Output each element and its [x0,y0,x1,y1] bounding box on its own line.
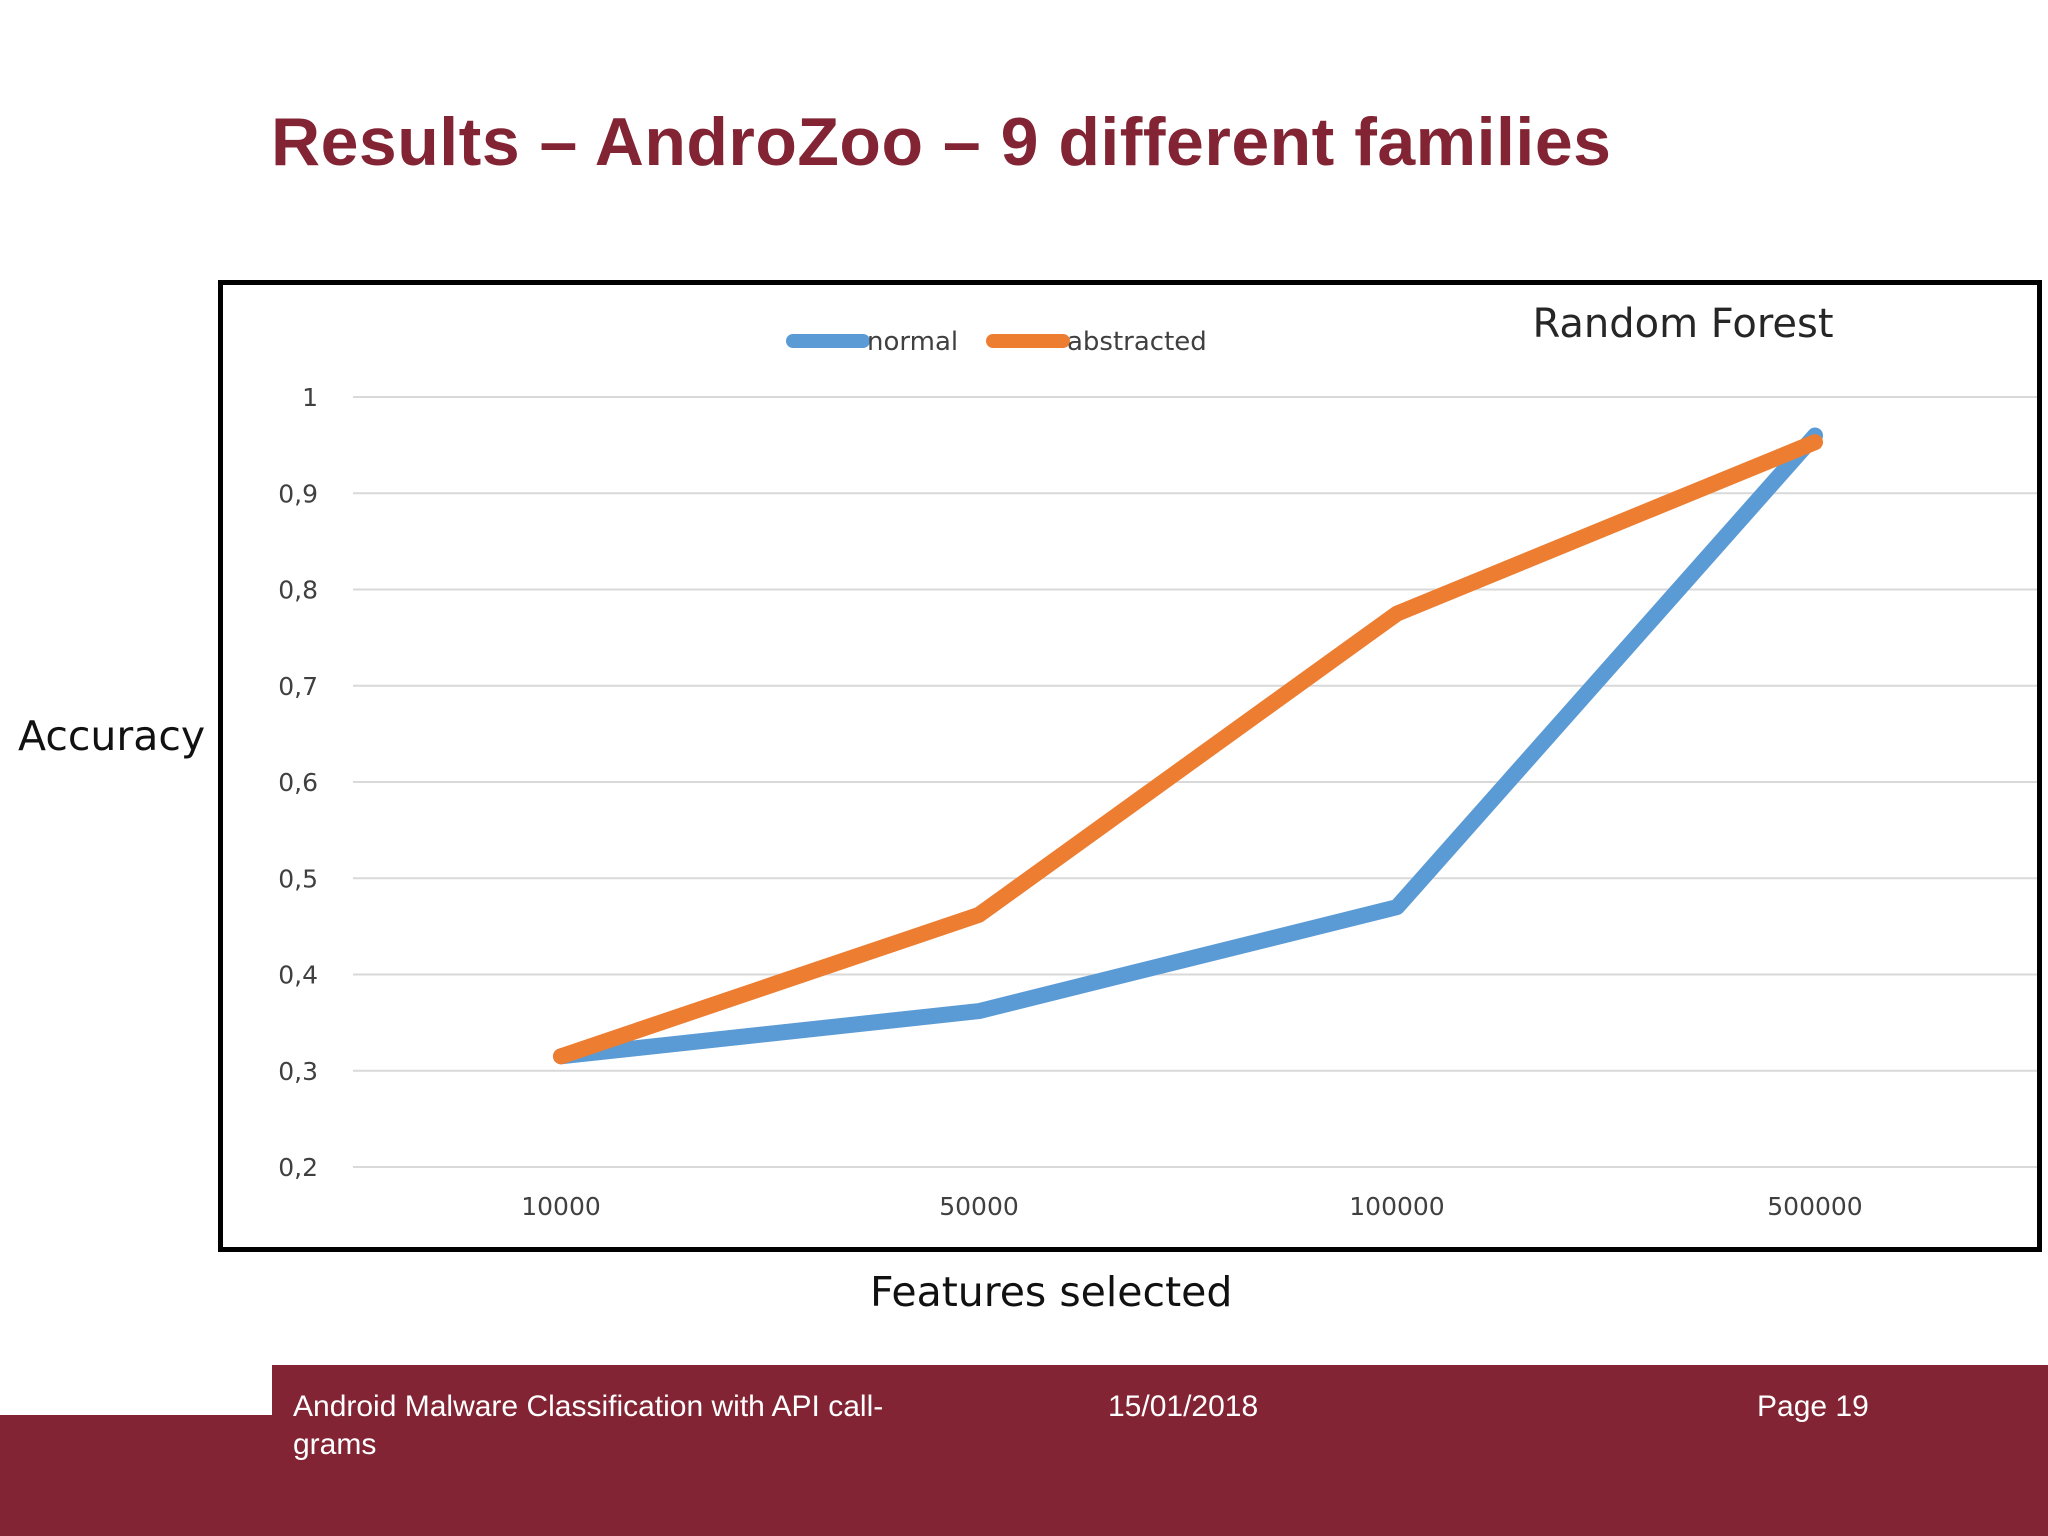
series-line-normal [553,427,1823,1065]
y-tick-label: 0,5 [278,864,318,893]
legend-label-normal: normal [867,327,958,357]
y-tick-label: 0,4 [278,961,318,990]
y-tick-label: 1 [302,383,318,412]
footer-page-number: Page 19 [1757,1390,1869,1423]
legend-label-abstracted: abstracted [1067,327,1207,357]
y-tick-label: 0,3 [278,1057,318,1086]
y-tick-label: 0,2 [278,1153,318,1182]
footer-bar [0,1365,2048,1536]
y-tick-label: 0,8 [278,576,318,605]
x-tick-label: 10000 [521,1192,601,1221]
y-tick-label: 0,9 [278,479,318,508]
line-chart: 0,2 0,3 0,4 0,5 0,6 0,7 0,8 0,9 1 10000 50000 10000… [278,301,2037,1221]
slide-title: Results – AndroZoo – 9 different familie… [271,104,1612,180]
x-tick-label: 100000 [1349,1192,1444,1221]
footer-date: 15/01/2018 [1108,1390,1259,1423]
y-tick-label: 0,7 [278,672,318,701]
footer-notch [0,1365,272,1415]
y-tick-label: 0,6 [278,768,318,797]
footer-presentation-title: Android Malware Classification with API … [293,1390,884,1461]
y-axis-title: Accuracy [18,712,206,760]
series-line-abstracted [553,434,1823,1065]
x-tick-label: 50000 [939,1192,1019,1221]
chart-frame: 0,2 0,3 0,4 0,5 0,6 0,7 0,8 0,9 1 10000 50000 10000… [218,280,2042,1252]
x-axis-title: Features selected [870,1268,1233,1316]
chart-title: Random Forest [1532,301,1833,347]
x-tick-label: 500000 [1767,1192,1862,1221]
